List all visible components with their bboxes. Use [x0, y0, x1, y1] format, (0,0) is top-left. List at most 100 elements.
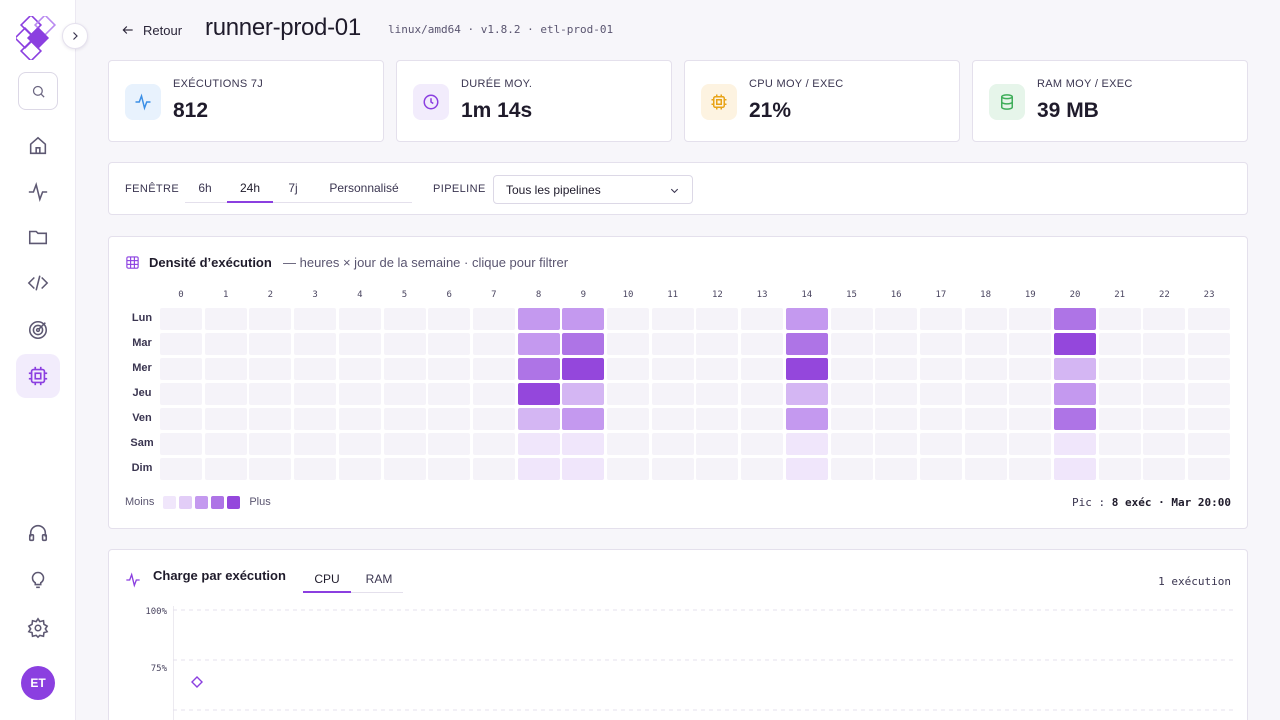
tab-7j[interactable]: 7j [288, 181, 298, 195]
heatmap-cell[interactable] [830, 383, 873, 405]
heatmap-cell[interactable] [830, 333, 873, 355]
heatmap-cell[interactable] [562, 308, 605, 330]
heatmap-cell[interactable] [607, 358, 649, 380]
heatmap-cell[interactable] [1098, 333, 1141, 355]
heatmap-cell[interactable] [875, 308, 918, 330]
heatmap-cell[interactable] [651, 433, 694, 455]
heatmap-cell[interactable] [160, 383, 202, 405]
heatmap-cell[interactable] [204, 433, 247, 455]
heatmap-cell[interactable] [249, 383, 292, 405]
nav-support[interactable] [16, 511, 60, 555]
heatmap-cell[interactable] [338, 358, 381, 380]
heatmap-cell[interactable] [875, 383, 918, 405]
heatmap-cell[interactable] [1098, 433, 1141, 455]
heatmap-cell[interactable] [651, 408, 694, 430]
heatmap-cell[interactable] [607, 308, 649, 330]
heatmap-cell[interactable] [1054, 458, 1096, 480]
heatmap-cell[interactable] [1009, 383, 1052, 405]
heatmap-cell[interactable] [1009, 308, 1052, 330]
nav-targets[interactable] [16, 308, 60, 352]
heatmap-cell[interactable] [1009, 458, 1052, 480]
heatmap-cell[interactable] [964, 308, 1007, 330]
heatmap-cell[interactable] [607, 458, 649, 480]
heatmap-cell[interactable] [249, 358, 292, 380]
heatmap-cell[interactable] [696, 333, 739, 355]
heatmap-cell[interactable] [919, 308, 962, 330]
heatmap-cell[interactable] [1188, 433, 1231, 455]
heatmap-cell[interactable] [562, 358, 605, 380]
heatmap-cell[interactable] [1143, 408, 1186, 430]
nav-home[interactable] [16, 124, 60, 168]
heatmap-cell[interactable] [517, 383, 560, 405]
nav-tips[interactable] [16, 558, 60, 602]
heatmap-cell[interactable] [1098, 308, 1141, 330]
heatmap-cell[interactable] [651, 383, 694, 405]
heatmap-cell[interactable] [1009, 333, 1052, 355]
nav-settings[interactable] [16, 606, 60, 650]
heatmap-cell[interactable] [472, 383, 515, 405]
sidebar-collapse-button[interactable] [62, 23, 88, 49]
heatmap-cell[interactable] [517, 333, 560, 355]
heatmap-cell[interactable] [338, 333, 381, 355]
heatmap-cell[interactable] [696, 408, 739, 430]
nav-activity[interactable] [16, 170, 60, 214]
heatmap-cell[interactable] [741, 308, 784, 330]
heatmap-cell[interactable] [830, 458, 873, 480]
heatmap-cell[interactable] [696, 383, 739, 405]
tab-custom[interactable]: Personnalisé [329, 181, 399, 195]
heatmap-cell[interactable] [1143, 458, 1186, 480]
heatmap-cell[interactable] [338, 383, 381, 405]
nav-folders[interactable] [16, 215, 60, 259]
heatmap-cell[interactable] [875, 358, 918, 380]
heatmap-cell[interactable] [919, 333, 962, 355]
heatmap-cell[interactable] [785, 308, 828, 330]
heatmap-cell[interactable] [919, 433, 962, 455]
heatmap-cell[interactable] [383, 308, 426, 330]
heatmap-cell[interactable] [1009, 358, 1052, 380]
heatmap-cell[interactable] [1098, 458, 1141, 480]
heatmap-cell[interactable] [1143, 358, 1186, 380]
heatmap-cell[interactable] [785, 433, 828, 455]
heatmap-cell[interactable] [875, 433, 918, 455]
heatmap-cell[interactable] [1054, 333, 1096, 355]
heatmap-cell[interactable] [830, 358, 873, 380]
heatmap-cell[interactable] [875, 408, 918, 430]
heatmap-cell[interactable] [830, 308, 873, 330]
heatmap-cell[interactable] [428, 458, 471, 480]
heatmap-cell[interactable] [607, 408, 649, 430]
heatmap-cell[interactable] [472, 458, 515, 480]
heatmap-cell[interactable] [204, 458, 247, 480]
heatmap-cell[interactable] [383, 408, 426, 430]
heatmap-cell[interactable] [1143, 308, 1186, 330]
heatmap-cell[interactable] [830, 408, 873, 430]
heatmap-cell[interactable] [562, 408, 605, 430]
heatmap-cell[interactable] [1188, 308, 1231, 330]
heatmap-cell[interactable] [1054, 383, 1096, 405]
heatmap-cell[interactable] [1143, 433, 1186, 455]
heatmap-cell[interactable] [472, 433, 515, 455]
heatmap-cell[interactable] [249, 458, 292, 480]
heatmap-cell[interactable] [607, 383, 649, 405]
heatmap-cell[interactable] [964, 458, 1007, 480]
heatmap-cell[interactable] [1188, 458, 1231, 480]
heatmap-cell[interactable] [1009, 433, 1052, 455]
nav-code[interactable] [16, 261, 60, 305]
heatmap-cell[interactable] [249, 333, 292, 355]
heatmap-cell[interactable] [517, 308, 560, 330]
heatmap-cell[interactable] [428, 383, 471, 405]
heatmap-cell[interactable] [741, 333, 784, 355]
heatmap-cell[interactable] [964, 433, 1007, 455]
heatmap-cell[interactable] [383, 333, 426, 355]
heatmap-cell[interactable] [294, 358, 337, 380]
heatmap-cell[interactable] [338, 458, 381, 480]
heatmap-cell[interactable] [204, 358, 247, 380]
heatmap-cell[interactable] [428, 333, 471, 355]
heatmap-cell[interactable] [160, 433, 202, 455]
heatmap-cell[interactable] [294, 433, 337, 455]
heatmap-cell[interactable] [294, 383, 337, 405]
heatmap-cell[interactable] [294, 408, 337, 430]
heatmap-cell[interactable] [517, 358, 560, 380]
heatmap-cell[interactable] [160, 358, 202, 380]
heatmap-cell[interactable] [964, 333, 1007, 355]
heatmap-cell[interactable] [1098, 408, 1141, 430]
